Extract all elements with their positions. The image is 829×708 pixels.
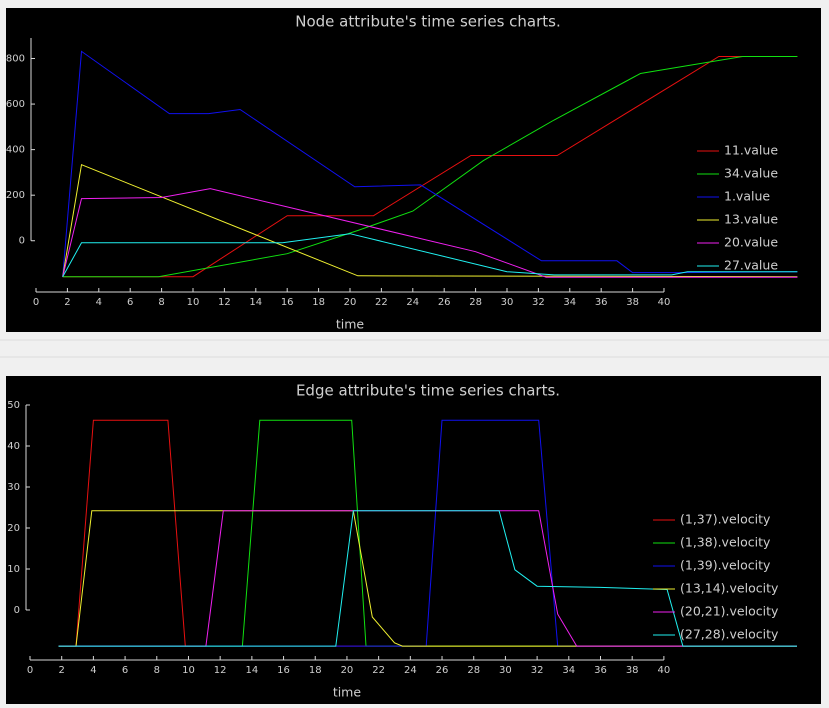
x-tick-label: 4	[96, 297, 102, 308]
x-tick-label: 10	[182, 665, 195, 676]
x-tick-label: 14	[249, 297, 262, 308]
x-tick-label: 26	[436, 665, 449, 676]
x-tick-label: 30	[499, 665, 512, 676]
series-line	[58, 510, 797, 647]
x-tick-label: 2	[64, 297, 70, 308]
legend-label: (1,37).velocity	[680, 512, 771, 527]
legend-label: (1,38).velocity	[680, 535, 771, 550]
x-tick-label: 38	[626, 297, 639, 308]
x-tick-label: 18	[309, 665, 322, 676]
x-tick-label: 20	[344, 297, 357, 308]
x-tick-label: 8	[154, 665, 160, 676]
legend-label: 13.value	[724, 212, 778, 227]
x-tick-label: 6	[127, 297, 133, 308]
legend-label: (27,28).velocity	[680, 627, 779, 642]
y-tick-label: 0	[19, 236, 25, 247]
x-tick-label: 0	[27, 665, 33, 676]
x-tick-label: 12	[218, 297, 231, 308]
x-tick-label: 34	[563, 297, 576, 308]
x-tick-label: 30	[501, 297, 514, 308]
x-tick-label: 0	[33, 297, 39, 308]
x-tick-label: 36	[594, 665, 607, 676]
legend-label: (13,14).velocity	[680, 581, 779, 596]
x-tick-label: 28	[467, 665, 480, 676]
x-tick-label: 12	[214, 665, 227, 676]
legend-label: 20.value	[724, 235, 778, 250]
x-tick-label: 32	[532, 297, 545, 308]
x-tick-label: 16	[281, 297, 294, 308]
series-line	[58, 510, 797, 647]
y-tick-label: 10	[7, 564, 20, 575]
y-tick-label: 400	[6, 145, 25, 156]
series-line	[62, 56, 798, 278]
x-tick-label: 10	[187, 297, 200, 308]
x-tick-label: 40	[658, 297, 671, 308]
legend-label: (20,21).velocity	[680, 604, 779, 619]
chart-panel	[6, 8, 821, 332]
x-tick-label: 14	[245, 665, 258, 676]
x-tick-label: 20	[341, 665, 354, 676]
chart-panel	[6, 376, 821, 704]
series-line	[62, 233, 798, 277]
x-tick-label: 34	[562, 665, 575, 676]
x-tick-label: 40	[658, 665, 671, 676]
x-tick-label: 32	[531, 665, 544, 676]
x-tick-label: 38	[626, 665, 639, 676]
y-tick-label: 200	[6, 190, 25, 201]
y-tick-label: 20	[7, 523, 20, 534]
x-tick-label: 22	[375, 297, 388, 308]
series-line	[62, 164, 798, 278]
series-line	[62, 188, 798, 278]
y-tick-label: 50	[7, 400, 20, 411]
y-tick-label: 40	[7, 441, 20, 452]
y-tick-label: 0	[14, 605, 20, 616]
y-tick-label: 800	[6, 54, 25, 65]
x-tick-label: 24	[404, 665, 417, 676]
y-tick-label: 600	[6, 99, 25, 110]
x-tick-label: 36	[595, 297, 608, 308]
x-axis-label: time	[336, 317, 365, 332]
series-line	[62, 50, 798, 277]
x-tick-label: 28	[469, 297, 482, 308]
legend-label: 27.value	[724, 258, 778, 273]
chart-title: Node attribute's time series charts.	[295, 13, 560, 31]
legend-label: 11.value	[724, 143, 778, 158]
x-tick-label: 4	[90, 665, 96, 676]
y-tick-label: 30	[7, 482, 20, 493]
legend-label: 34.value	[724, 166, 778, 181]
x-tick-label: 6	[122, 665, 128, 676]
x-tick-label: 16	[277, 665, 290, 676]
legend-label: 1.value	[724, 189, 770, 204]
x-tick-label: 24	[406, 297, 419, 308]
x-tick-label: 26	[438, 297, 451, 308]
x-tick-label: 18	[312, 297, 325, 308]
x-tick-label: 2	[59, 665, 65, 676]
x-axis-label: time	[333, 685, 362, 700]
x-tick-label: 22	[372, 665, 385, 676]
x-tick-label: 8	[158, 297, 164, 308]
chart-title: Edge attribute's time series charts.	[296, 382, 560, 400]
legend-label: (1,39).velocity	[680, 558, 771, 573]
